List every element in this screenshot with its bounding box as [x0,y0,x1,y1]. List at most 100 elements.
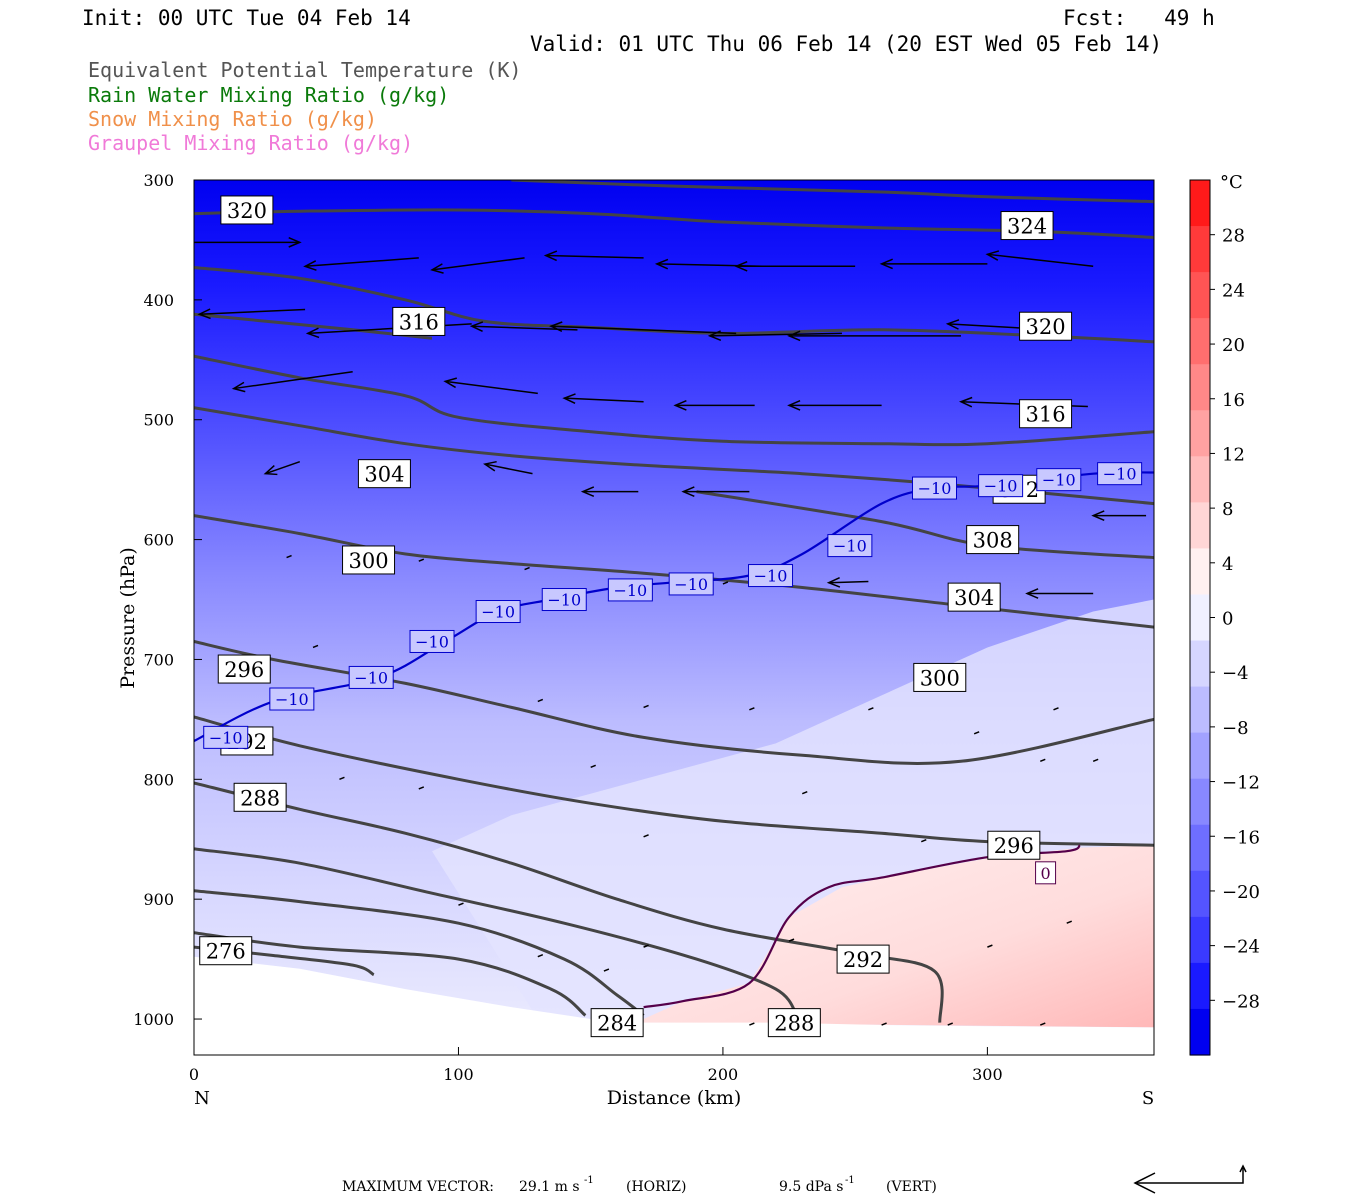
y-tick-label: 900 [143,890,174,909]
colorbar-tick-label: 4 [1222,554,1233,575]
theta-e-label-text: 284 [597,1012,637,1036]
colorbar-swatch [1190,686,1210,734]
wind-vector-head [197,308,211,320]
wind-vector [1092,758,1099,763]
theta-e-label-text: 320 [227,199,267,223]
max-horiz-value: 29.1 m s [519,1179,580,1195]
wind-vector [524,566,530,571]
isotherm-label-text: −10 [833,537,867,556]
wind-vector [828,580,869,584]
theta-e-label-text: 324 [1007,215,1047,239]
theta-e-label-text: 296 [994,834,1034,858]
legend-snow: Snow Mixing Ratio (g/kg) [88,107,377,131]
wind-vector-head [787,330,801,342]
isotherm-label: −10 [607,578,653,602]
colorbar-swatch [1190,548,1210,596]
colorbar-swatch [1190,594,1210,642]
wind-vector [265,460,301,475]
wind-vector [233,371,353,390]
theta-e-label-text: 288 [240,786,280,810]
wind-vector-head [734,260,748,272]
theta-e-label: 276 [199,936,253,966]
wind-vector [537,698,544,703]
colorbar-swatch [1190,502,1210,550]
wind-vector [305,257,419,268]
wind-vector-head [959,396,973,408]
colorbar-tick-label: −4 [1222,663,1249,684]
wind-vector [722,581,729,585]
wind-vector [749,1022,755,1026]
isotherm-label: −10 [911,476,957,500]
forecast-hour: Fcst: 49 h [1063,6,1215,30]
theta-e-label-text: 316 [399,310,439,334]
colorbar-tick-label: −16 [1222,827,1260,848]
theta-e-contour-292 [194,781,944,1023]
wind-vector [749,707,755,711]
y-tick-label: 700 [143,650,174,669]
theta-e-label-text: 320 [1026,315,1066,339]
colorbar-tick-label: 24 [1222,280,1245,301]
theta-e-contour-320 [194,312,433,340]
colorbar-tick-label: 16 [1222,390,1245,411]
isotherm-label: −10 [203,725,249,749]
wind-vector [643,704,649,709]
isotherm-label: −10 [827,534,873,558]
theta-e-contour-312 [194,354,1154,447]
max-vert-exponent: -1 [845,1175,855,1186]
isotherm-label-text: −10 [481,603,515,622]
theta-e-label-text: 304 [954,586,994,610]
isotherm-label: −10 [541,588,587,612]
wind-vector-head [430,263,444,274]
wind-vector-head [1025,588,1039,599]
theta-e-label: 320 [220,195,274,225]
isotherm-label-text: −10 [547,591,581,610]
wind-vector [603,968,610,972]
wind-vector [199,308,306,315]
wind-vector-head [580,486,595,498]
theta-e-label: 320 [1019,311,1073,341]
wind-vector-head [654,258,669,270]
wind-vector [418,558,425,562]
wind-vector [418,786,425,790]
wind-vector [537,954,544,958]
isotherm-label-text: −10 [275,690,309,709]
max-horiz-unit: (HORIZ) [626,1179,686,1195]
isotherm-label: −10 [475,600,521,624]
colorbar-tick-label: −20 [1222,882,1260,903]
theta-e-label: 300 [342,545,396,575]
footer-max-vector: MAXIMUM VECTOR: 29.1 m s -1 (HORIZ) 9.5 … [342,1175,937,1195]
colorbar-swatch [1190,1008,1210,1056]
wind-vector-head [879,258,893,270]
wind-vector [643,944,649,948]
init-time: Init: 00 UTC Tue 04 Feb 14 [82,6,411,30]
wind-vector [590,764,596,769]
wind-vector-head [945,319,960,330]
theta-e-label-text: 300 [920,666,960,690]
isotherm-label-text: −10 [613,581,647,600]
wind-vector [920,838,927,843]
theta-e-label: 288 [233,782,287,812]
wind-vector-head [469,321,484,332]
colorbar-swatch [1190,732,1210,780]
wind-vector-head [707,330,722,341]
theta-e-contour-308 [696,490,1154,560]
colorbar-tick-label: 0 [1222,609,1233,630]
wind-vector [312,644,319,649]
wind-vector [987,944,993,948]
colorbar-tick-label: −8 [1222,718,1249,739]
above-freezing-shading [643,845,1154,1028]
isotherm-label-text: −10 [754,567,788,586]
theta-e-label: 304 [947,582,1001,612]
isotherm-label-text: −10 [209,728,243,747]
max-horiz-exponent: -1 [584,1175,594,1186]
theta-e-label-text: 316 [1026,403,1066,427]
isotherm-label: −10 [748,564,794,588]
theta-e-label: 308 [966,525,1020,555]
wind-vector-head [826,577,841,588]
isotherm-label-text: −10 [354,668,388,687]
colorbar-swatch [1190,410,1210,457]
colorbar-swatch [1190,916,1210,964]
x-right-endpoint: S [1142,1088,1154,1109]
theta-e-contour-280 [194,931,587,1017]
